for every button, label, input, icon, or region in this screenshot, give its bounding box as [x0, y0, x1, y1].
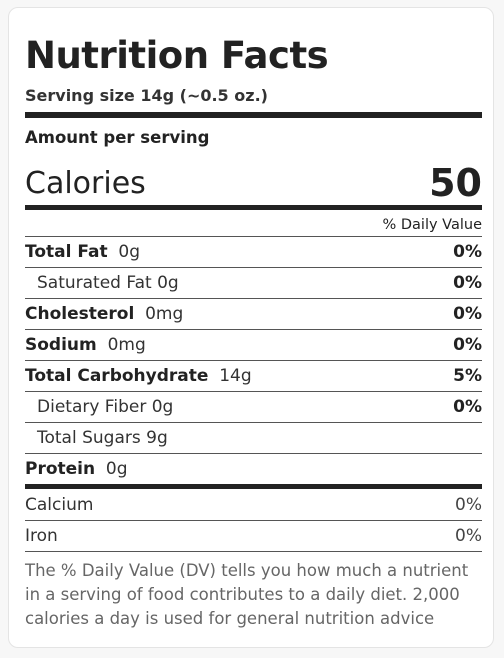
daily-value-footnote: The % Daily Value (DV) tells you how muc…: [25, 561, 469, 628]
nutrient-name: Total Carbohydrate: [25, 366, 209, 386]
daily-value-header: % Daily Value: [382, 217, 482, 233]
divider: [25, 391, 482, 392]
divider: [25, 520, 482, 521]
mineral-dv: 0%: [455, 526, 482, 546]
calories-row: Calories 50: [25, 160, 482, 206]
nutrient-name: Sodium: [25, 335, 97, 355]
nutrient-name: Saturated Fat 0g: [37, 273, 179, 293]
calories-label: Calories: [25, 165, 146, 201]
nutrient-row-total-fat: Total Fat 0g 0%: [25, 237, 482, 267]
nutrient-row-protein: Protein 0g: [25, 454, 482, 484]
divider: [25, 329, 482, 330]
serving-size: Serving size 14g (~0.5 oz.): [25, 86, 268, 105]
medium-divider: [25, 205, 482, 210]
divider: [25, 298, 482, 299]
nutrient-row-dietary-fiber: Dietary Fiber 0g 0%: [25, 392, 482, 422]
nutrient-row-cholesterol: Cholesterol 0mg 0%: [25, 299, 482, 329]
amount-per-serving: Amount per serving: [25, 128, 210, 147]
nutrient-row-saturated-fat: Saturated Fat 0g 0%: [25, 268, 482, 298]
nutrient-amount: 14g: [219, 366, 252, 386]
nutrient-name: Protein: [25, 459, 96, 479]
nutrient-amount: 0g: [118, 242, 140, 262]
nutrient-row-total-sugars: Total Sugars 9g: [25, 423, 482, 453]
divider: [25, 453, 482, 454]
nutrient-dv: 0%: [453, 335, 482, 355]
nutrition-facts-card: Nutrition Facts Serving size 14g (~0.5 o…: [8, 7, 494, 648]
nutrient-dv: 0%: [453, 242, 482, 262]
medium-divider: [25, 484, 482, 489]
divider: [25, 551, 482, 552]
nutrition-title: Nutrition Facts: [25, 34, 329, 77]
nutrient-name: Cholesterol: [25, 304, 135, 324]
mineral-name: Calcium: [25, 495, 94, 515]
nutrient-amount: 0mg: [107, 335, 146, 355]
mineral-dv: 0%: [455, 495, 482, 515]
mineral-row-calcium: Calcium 0%: [25, 490, 482, 520]
nutrient-name: Total Fat: [25, 242, 108, 262]
nutrient-amount: 0g: [105, 459, 128, 479]
calories-value: 50: [429, 161, 482, 205]
divider: [25, 422, 482, 423]
nutrient-dv: 5%: [453, 366, 482, 386]
nutrient-row-sodium: Sodium 0mg 0%: [25, 330, 482, 360]
nutrient-dv: 0%: [453, 397, 482, 417]
nutrient-row-total-carbohydrate: Total Carbohydrate 14g 5%: [25, 361, 482, 391]
divider: [25, 267, 482, 268]
divider: [25, 236, 482, 237]
divider: [25, 360, 482, 361]
mineral-name: Iron: [25, 526, 58, 546]
nutrient-dv: 0%: [453, 304, 482, 324]
mineral-row-iron: Iron 0%: [25, 521, 482, 551]
nutrient-amount: 0mg: [145, 304, 184, 324]
nutrient-name: Total Sugars 9g: [37, 428, 168, 448]
nutrient-dv: 0%: [453, 273, 482, 293]
thick-divider: [25, 112, 482, 118]
nutrient-name: Dietary Fiber 0g: [37, 397, 174, 417]
